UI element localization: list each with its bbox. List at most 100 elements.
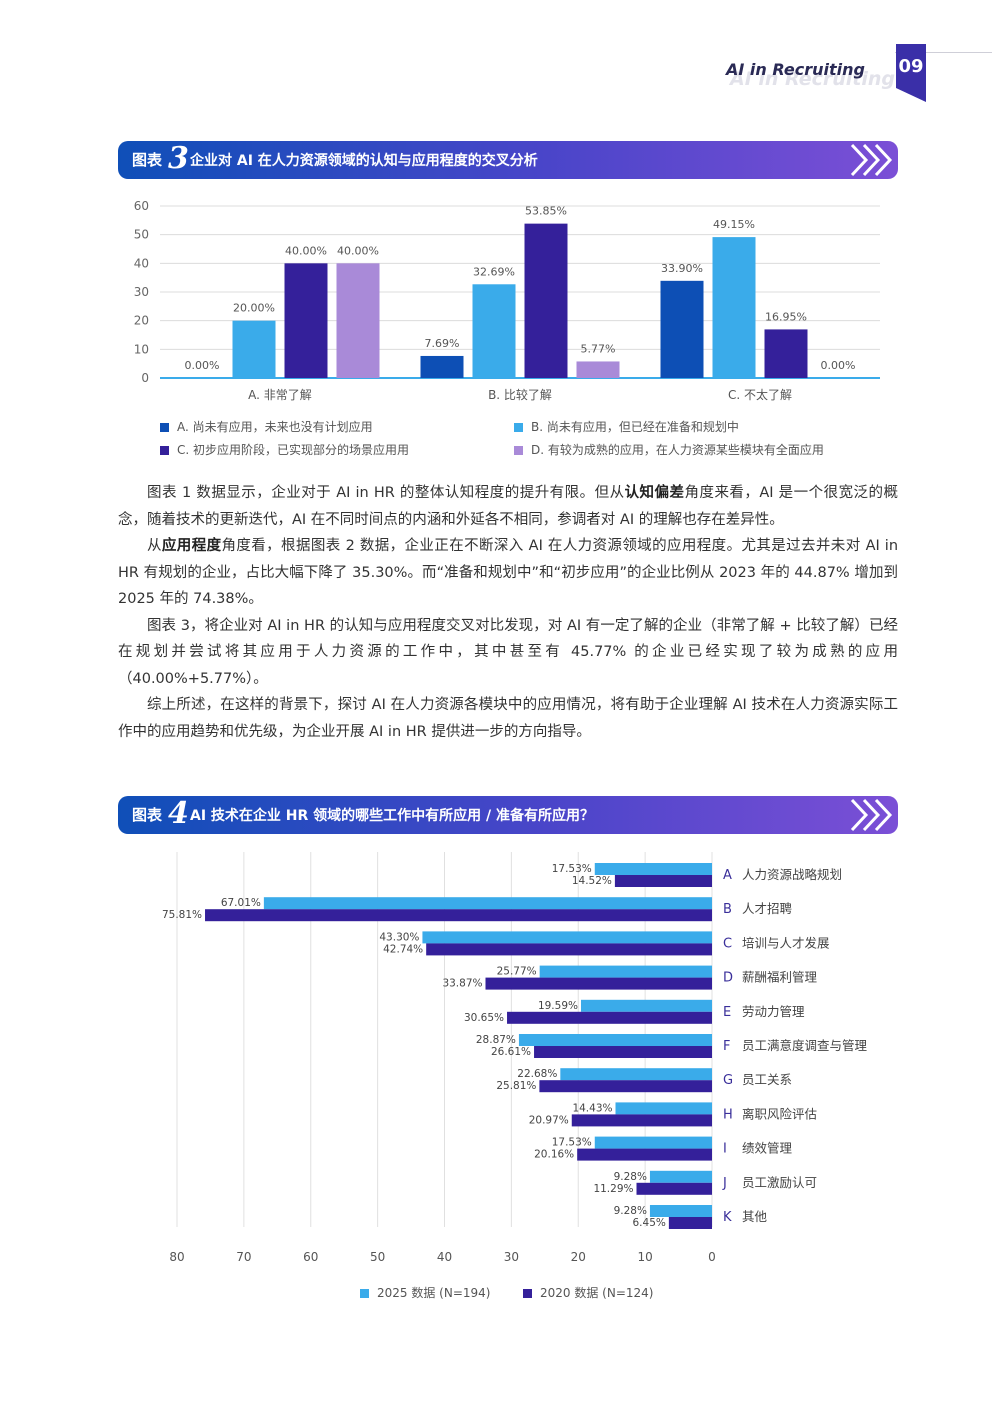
bar [539, 1080, 712, 1093]
bar [615, 1102, 712, 1115]
bar [472, 284, 516, 378]
figure4-banner: 图表 4 AI 技术在企业 HR 领域的哪些工作中有所应用 / 准备有所应用？ [118, 796, 898, 834]
figure4-label: 图表 [132, 806, 163, 824]
data-label: 49.15% [713, 218, 755, 231]
x-tick-label: 40 [437, 1250, 452, 1264]
legend-item-d: D. 有较为成熟的应用，在人力资源某些模块有全面应用 [514, 441, 824, 458]
data-label: 20.97% [529, 1114, 569, 1126]
bar [594, 863, 712, 875]
data-label: 6.45% [633, 1217, 666, 1229]
category-label: 薪酬福利管理 [742, 970, 818, 985]
legend-label: 2025 数据 (N=194) [377, 1286, 491, 1300]
legend-label: 2020 数据 (N=124) [540, 1286, 654, 1300]
category-letter: D [723, 971, 733, 986]
paragraph: 综上所述，在这样的背景下，探讨 AI 在人力资源各模块中的应用情况，将有助于企业… [118, 692, 898, 745]
category-letter: G [723, 1073, 733, 1088]
legend-swatch [523, 1289, 532, 1298]
data-label: 20.16% [534, 1149, 574, 1161]
chevron-right-icon [850, 143, 893, 177]
bar [668, 1217, 712, 1229]
legend-label: C. 初步应用阶段，已实现部分的场景应用用 [177, 443, 410, 457]
bar [284, 263, 328, 378]
paragraph-text: 图表 1 数据显示，企业对于 AI in HR 的整体认知程度的提升有限。但从 [147, 485, 625, 501]
bar [712, 237, 756, 378]
x-tick-label: 10 [637, 1250, 652, 1264]
y-tick-label: 60 [134, 199, 149, 213]
data-label: 16.95% [765, 310, 807, 323]
category-letter: I [723, 1142, 727, 1157]
header-title: AI in Recruiting [726, 60, 865, 79]
data-label: 32.69% [473, 265, 515, 278]
paragraph: 图表 3，将企业对 AI in HR 的认知与应用程度交叉对比发现，对 AI 有… [118, 613, 898, 693]
data-label: 42.74% [383, 943, 423, 955]
x-tick-label: 60 [303, 1250, 318, 1264]
chevron-right-icon [850, 798, 893, 832]
bar [518, 1034, 712, 1046]
page-number: 09 [898, 56, 924, 77]
paragraph: 图表 1 数据显示，企业对于 AI in HR 的整体认知程度的提升有限。但从认… [118, 480, 898, 533]
figure3-banner: 图表 3 企业对 AI 在人力资源领域的认知与应用程度的交叉分析 [118, 141, 898, 179]
data-label: 26.61% [491, 1046, 531, 1058]
data-label: 0.00% [821, 359, 856, 372]
figure3-label: 图表 [132, 151, 163, 169]
category-letter: F [723, 1039, 730, 1054]
data-label: 25.81% [496, 1080, 536, 1092]
data-label: 40.00% [337, 244, 379, 257]
figure3-title: 企业对 AI 在人力资源领域的认知与应用程度的交叉分析 [190, 153, 538, 169]
data-label: 11.29% [593, 1183, 633, 1195]
y-tick-label: 20 [134, 314, 149, 328]
data-label: 33.87% [442, 978, 482, 990]
y-tick-label: 30 [134, 285, 149, 299]
data-label: 28.87% [476, 1034, 516, 1046]
bar [539, 965, 712, 978]
paragraph-text: 角度来看，AI 是一个很宽泛的概念，随着技术的更新迭代，AI 在不同时间点的内涵… [118, 485, 898, 528]
legend-item-a: A. 尚未有应用，未来也没有计划应用 [160, 418, 373, 435]
body-text: 图表 1 数据显示，企业对于 AI in HR 的整体认知程度的提升有限。但从认… [118, 480, 898, 745]
legend-item-2025: 2025 数据 (N=194) [360, 1284, 490, 1301]
data-label: 75.81% [162, 909, 202, 921]
x-tick-label: A. 非常了解 [248, 388, 312, 402]
data-label: 22.68% [517, 1068, 557, 1080]
category-letter: A [723, 868, 732, 883]
bar [524, 223, 568, 378]
data-label: 5.77% [581, 342, 616, 355]
legend-label: D. 有较为成熟的应用，在人力资源某些模块有全面应用 [531, 443, 824, 457]
data-label: 19.59% [538, 1000, 578, 1012]
emphasis-text: 应用程度 [161, 538, 222, 554]
legend-item-b: B. 尚未有应用，但已经在准备和规划中 [514, 418, 739, 435]
bar [263, 897, 712, 910]
legend-item-c: C. 初步应用阶段，已实现部分的场景应用用 [160, 441, 409, 458]
data-label: 43.30% [379, 931, 419, 943]
paragraph-text: 图表 3，将企业对 AI in HR 的认知与应用程度交叉对比发现，对 AI 有… [118, 617, 898, 687]
paragraph: 从应用程度角度看，根据图表 2 数据，企业正在不断深入 AI 在人力资源领域的应… [118, 533, 898, 613]
x-tick-label: 20 [571, 1250, 586, 1264]
category-letter: E [723, 1005, 731, 1020]
x-tick-label: 50 [370, 1250, 385, 1264]
bar [614, 875, 712, 887]
data-label: 14.43% [572, 1102, 612, 1114]
bar [507, 1011, 712, 1024]
bar [636, 1182, 712, 1195]
bar [205, 909, 712, 922]
legend-item-2020: 2020 数据 (N=124) [523, 1284, 653, 1301]
data-label: 17.53% [552, 1137, 592, 1149]
header-rule [895, 52, 992, 53]
data-label: 67.01% [221, 897, 261, 909]
bar [576, 361, 620, 378]
bar [422, 931, 712, 944]
bar [649, 1205, 712, 1217]
bar [580, 999, 712, 1012]
bar [534, 1046, 712, 1058]
category-label: 其他 [742, 1209, 768, 1224]
bar [420, 355, 464, 378]
category-letter: C [723, 936, 732, 951]
legend-swatch [160, 446, 169, 455]
bar [660, 280, 704, 378]
data-label: 25.77% [497, 966, 537, 978]
figure3-bar-chart: 0 10 20 30 40 50 60 0.00% 20.00% 40.00% 40.00% A. 非… [134, 199, 880, 402]
data-label: 0.00% [185, 359, 220, 372]
bar [594, 1136, 712, 1149]
legend-swatch [160, 423, 169, 432]
data-label: 9.28% [614, 1171, 647, 1183]
legend-swatch [360, 1289, 369, 1298]
